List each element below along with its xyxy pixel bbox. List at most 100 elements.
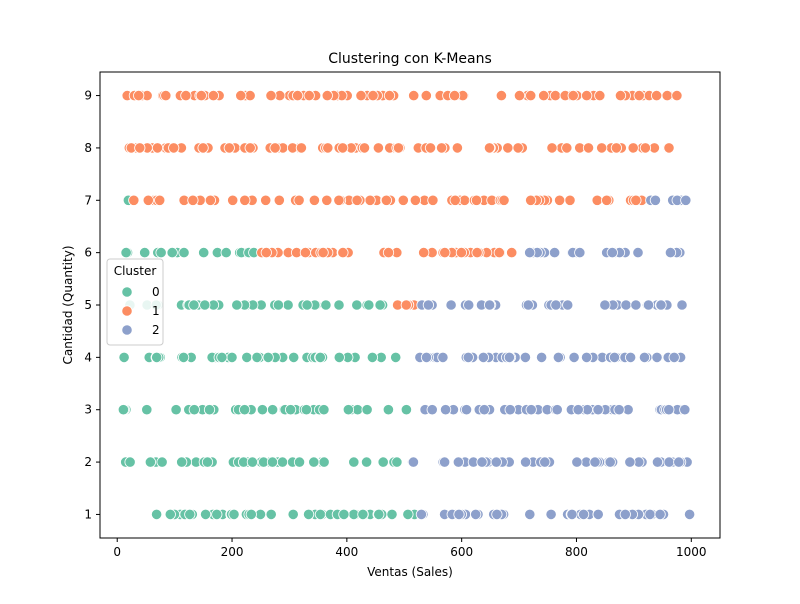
y-axis-label: Cantidad (Quantity) bbox=[61, 246, 75, 365]
data-point bbox=[462, 351, 474, 363]
data-point bbox=[211, 508, 223, 521]
data-point bbox=[141, 404, 153, 416]
data-point bbox=[293, 456, 306, 468]
data-point bbox=[244, 142, 256, 154]
data-point bbox=[568, 351, 580, 363]
data-point bbox=[391, 456, 403, 468]
legend-label: 2 bbox=[152, 323, 160, 337]
legend-marker bbox=[121, 305, 133, 317]
data-point bbox=[216, 351, 228, 363]
data-point bbox=[581, 90, 593, 102]
data-point bbox=[302, 508, 315, 521]
data-point bbox=[661, 90, 673, 102]
data-point bbox=[303, 90, 315, 102]
data-point bbox=[548, 247, 561, 259]
x-tick-label: 600 bbox=[450, 545, 473, 559]
data-point bbox=[476, 456, 488, 468]
data-point bbox=[538, 90, 550, 102]
data-point bbox=[128, 194, 140, 206]
data-point bbox=[651, 456, 664, 468]
data-point bbox=[288, 351, 300, 363]
data-point bbox=[235, 90, 247, 102]
data-point bbox=[649, 194, 662, 206]
data-point bbox=[438, 456, 451, 468]
data-point bbox=[545, 508, 557, 521]
data-point bbox=[524, 247, 536, 259]
data-point bbox=[318, 456, 330, 468]
data-point bbox=[151, 508, 163, 521]
data-point bbox=[366, 351, 378, 363]
data-point bbox=[265, 90, 277, 102]
data-point bbox=[380, 194, 392, 206]
data-point bbox=[164, 508, 176, 521]
data-point bbox=[490, 456, 502, 468]
data-point bbox=[439, 247, 451, 259]
data-point bbox=[449, 194, 461, 206]
data-point bbox=[427, 194, 439, 206]
data-point bbox=[671, 90, 683, 102]
data-point bbox=[155, 247, 167, 259]
x-tick-label: 200 bbox=[221, 545, 244, 559]
y-tick-label: 6 bbox=[84, 246, 92, 260]
data-point bbox=[601, 194, 613, 206]
data-point bbox=[348, 456, 360, 468]
data-point bbox=[591, 194, 603, 206]
data-point bbox=[337, 142, 349, 154]
data-point bbox=[553, 194, 566, 206]
data-point bbox=[363, 299, 375, 311]
data-point bbox=[241, 351, 253, 363]
data-point bbox=[204, 194, 216, 206]
data-point bbox=[244, 90, 256, 102]
data-point bbox=[683, 508, 696, 521]
data-point bbox=[160, 90, 172, 102]
data-point bbox=[437, 351, 449, 363]
data-point bbox=[144, 456, 156, 468]
data-point bbox=[445, 299, 457, 311]
data-point bbox=[273, 194, 285, 206]
data-point bbox=[503, 351, 515, 363]
data-point bbox=[377, 456, 389, 468]
y-tick-label: 1 bbox=[84, 507, 92, 521]
data-point bbox=[133, 90, 145, 102]
data-point bbox=[220, 247, 232, 259]
data-point bbox=[390, 351, 402, 363]
data-point bbox=[166, 247, 178, 259]
data-point bbox=[539, 456, 551, 468]
data-point bbox=[426, 404, 438, 416]
data-point bbox=[287, 508, 299, 521]
data-point bbox=[627, 142, 639, 154]
data-point bbox=[351, 299, 363, 311]
data-point bbox=[664, 247, 677, 259]
data-point bbox=[156, 456, 168, 468]
data-point bbox=[418, 247, 430, 259]
data-point bbox=[572, 404, 584, 416]
data-point bbox=[522, 299, 534, 311]
data-point bbox=[195, 90, 207, 102]
data-point bbox=[439, 404, 452, 416]
y-tick-label: 4 bbox=[84, 350, 92, 364]
chart-title: Clustering con K-Means bbox=[328, 51, 492, 67]
legend: Cluster 0 1 2 bbox=[106, 258, 164, 346]
data-point bbox=[357, 508, 369, 521]
data-point bbox=[333, 299, 345, 311]
data-point bbox=[654, 508, 666, 521]
data-point bbox=[400, 404, 412, 416]
data-point bbox=[495, 90, 507, 102]
data-point bbox=[435, 142, 448, 154]
data-point bbox=[535, 351, 548, 363]
data-point bbox=[408, 90, 420, 102]
x-tick-label: 800 bbox=[565, 545, 588, 559]
data-point bbox=[424, 142, 437, 154]
data-point bbox=[571, 456, 583, 468]
x-axis-label: Ventas (Sales) bbox=[367, 565, 453, 579]
data-point bbox=[245, 508, 257, 521]
data-point bbox=[525, 90, 537, 102]
data-point bbox=[606, 247, 618, 259]
data-point bbox=[168, 142, 180, 154]
data-point bbox=[321, 90, 333, 102]
data-point bbox=[604, 456, 616, 468]
x-tick-label: 400 bbox=[335, 545, 358, 559]
data-point bbox=[364, 194, 376, 206]
data-point bbox=[549, 90, 562, 102]
